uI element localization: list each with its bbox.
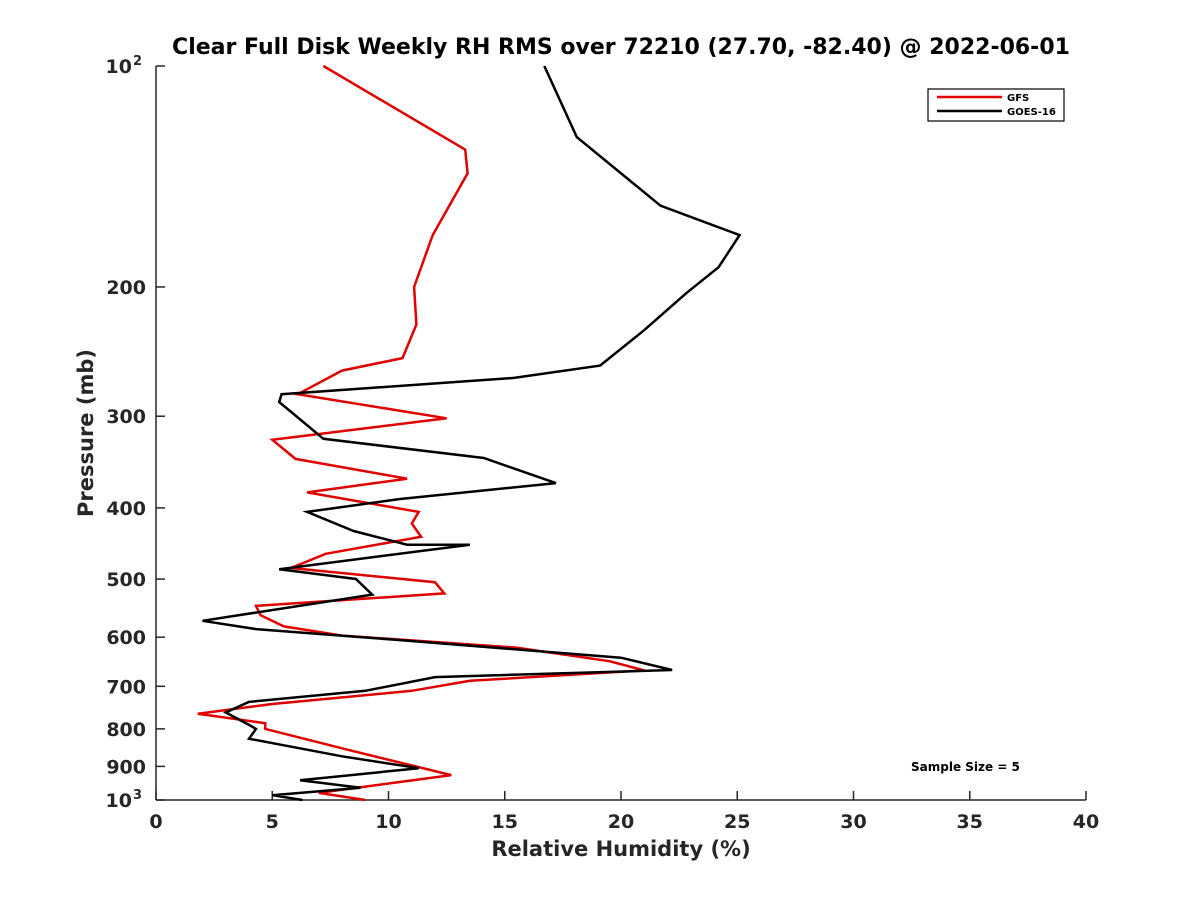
y-tick-label: 10 <box>106 56 132 78</box>
y-tick-label: 500 <box>106 569 146 591</box>
x-axis-title: Relative Humidity (%) <box>491 837 750 861</box>
sample-size-annotation: Sample Size = 5 <box>911 760 1020 774</box>
y-tick-label: 400 <box>106 498 146 520</box>
y-tick-exponent: 2 <box>133 54 142 69</box>
x-tick-label: 10 <box>375 811 401 833</box>
y-tick-label: 700 <box>106 676 146 698</box>
x-tick-label: 30 <box>840 811 866 833</box>
y-tick-label: 600 <box>106 627 146 649</box>
x-tick-label: 15 <box>492 811 518 833</box>
chart-title: Clear Full Disk Weekly RH RMS over 72210… <box>172 35 1070 60</box>
y-tick-label: 200 <box>106 277 146 299</box>
y-tick-label: 800 <box>106 719 146 741</box>
legend-box <box>927 88 1065 122</box>
x-tick-label: 5 <box>266 811 279 833</box>
legend-label-goes16: GOES-16 <box>1007 107 1056 118</box>
legend: GFS GOES-16 <box>927 88 1065 122</box>
series-line-goes16 <box>202 65 742 802</box>
y-tick-label: 10 <box>106 790 132 812</box>
x-tick-label: 35 <box>957 811 983 833</box>
y-tick-exponent: 3 <box>133 788 142 803</box>
x-axis-ticks: 0 5 10 15 20 25 30 35 40 <box>149 791 1099 833</box>
x-tick-label: 20 <box>608 811 634 833</box>
series-lines <box>197 64 742 802</box>
y-tick-label: 300 <box>106 406 146 428</box>
series-line-gfs <box>197 64 645 802</box>
x-tick-label: 0 <box>149 811 162 833</box>
y-axis-title: Pressure (mb) <box>74 349 98 517</box>
x-tick-label: 25 <box>724 811 750 833</box>
y-tick-label: 900 <box>106 756 146 778</box>
legend-label-gfs: GFS <box>1007 93 1029 104</box>
x-tick-label: 40 <box>1073 811 1099 833</box>
